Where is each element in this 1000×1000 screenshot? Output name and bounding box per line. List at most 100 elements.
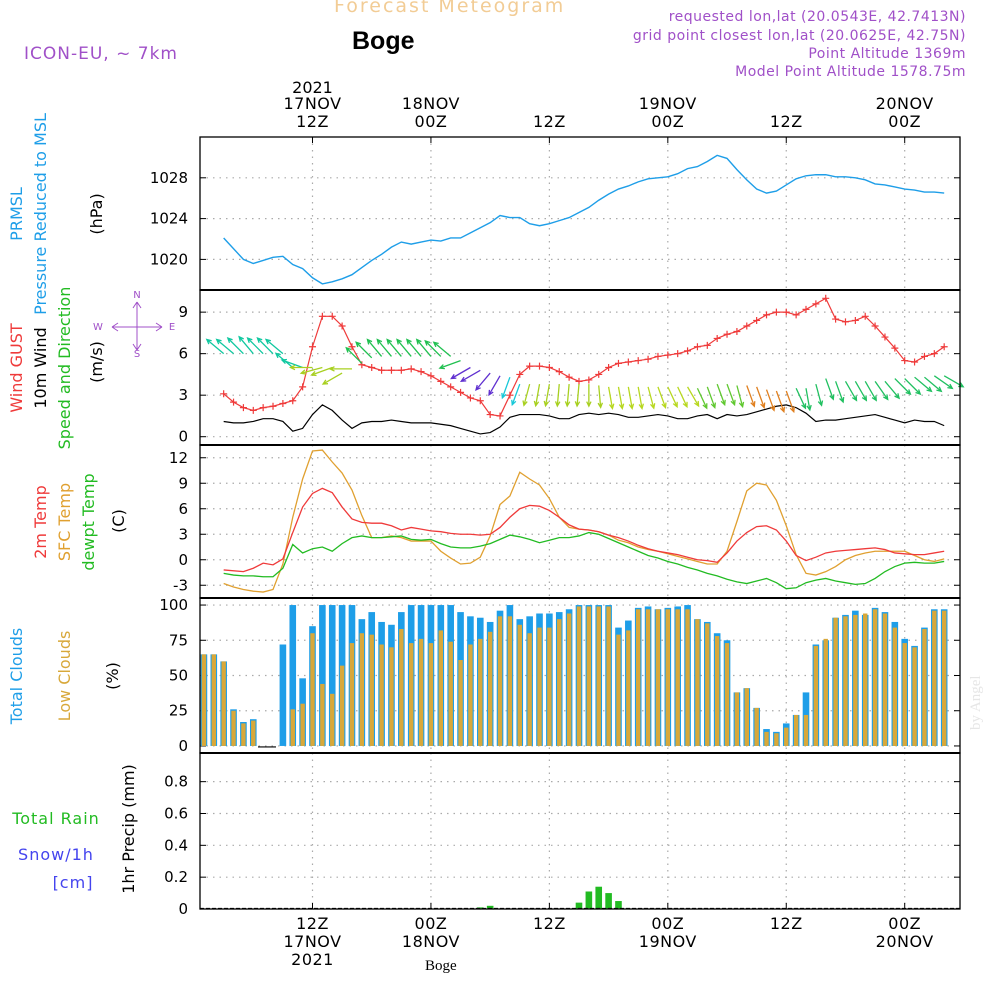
panel-clouds: 0 25 50 75 100 (159, 596, 960, 755)
y-tick-label: 0 (178, 737, 188, 755)
wind-arrow (280, 358, 303, 369)
y-tick-label: 0.4 (164, 836, 188, 854)
wind-arrow (696, 387, 708, 410)
wind-gust-marker (397, 366, 405, 374)
panel-frame (199, 136, 961, 291)
wind-gust-marker (269, 402, 277, 410)
wind-arrow (825, 378, 835, 401)
wind-gust-marker (713, 334, 721, 342)
total-clouds-label: Total Clouds (7, 628, 26, 726)
low-cloud-bar (645, 609, 651, 746)
low-cloud-bar (507, 616, 513, 746)
low-cloud-bar (201, 654, 207, 746)
wind-gust-marker (841, 318, 849, 326)
wind-gust-marker (920, 352, 928, 360)
wind-arrow (914, 376, 933, 393)
wind-gust-line (223, 297, 945, 417)
wind-direction-arrows (205, 335, 965, 414)
wind-gust-marker (674, 350, 682, 358)
wind-gust-marker (614, 359, 622, 367)
y-tick-label: -3 (173, 576, 188, 594)
y-tick-label: 0.8 (164, 773, 188, 791)
wind-arrow (667, 386, 678, 409)
low-cloud-bar (695, 619, 700, 746)
bottom-time-label: 17NOV (283, 932, 341, 951)
wind-arrow (686, 386, 700, 408)
wind-arrow (894, 378, 912, 396)
wind-gust-marker (763, 311, 771, 319)
total-cloud-bar (279, 644, 287, 746)
top-year-label: 2021 (292, 78, 333, 97)
wind-arrow (396, 338, 412, 357)
wind-gust-marker (782, 308, 790, 316)
wind-gust-marker (358, 361, 366, 369)
low-cloud-bar (418, 638, 424, 746)
point-altitude: Point Altitude 1369m (808, 46, 966, 62)
wind-gust-marker (466, 394, 474, 402)
low-cloud-bar (310, 633, 315, 746)
low-cloud-bar (320, 683, 325, 746)
wind-arrow (215, 338, 234, 355)
clouds-unit-label: (%) (103, 662, 122, 690)
wind-arrow (597, 385, 604, 409)
compass-s: S (134, 349, 140, 360)
wind-arrow (459, 369, 481, 383)
wind-gust-series (220, 294, 948, 420)
bottom-time-label: 19NOV (639, 932, 697, 951)
wind-arrow (238, 335, 254, 355)
bottom-time-label: 00Z (415, 914, 448, 933)
wind-arrow (607, 386, 615, 411)
compass-legend: N S W E (93, 290, 175, 360)
low-cloud-bar (379, 644, 384, 746)
low-cloud-bar (596, 606, 601, 746)
low-cloud-bar (714, 636, 720, 746)
low-cloud-bar (290, 709, 295, 746)
wind-gust-marker (733, 328, 741, 336)
wind-gust-marker (378, 366, 386, 374)
wind-gust-marker (279, 399, 287, 407)
bottom-time-label: 18NOV (402, 932, 460, 951)
low-cloud-bar (912, 647, 917, 746)
wind-arrow (256, 337, 274, 355)
low-cloud-bar (517, 624, 522, 746)
top-time-label: 18NOV (402, 94, 460, 113)
wind-gust-marker (328, 312, 336, 320)
top-time-label: 12Z (533, 112, 566, 131)
temp-sfc-line (223, 449, 945, 593)
low-cloud-bar (251, 720, 256, 746)
wind-arrow (264, 338, 284, 355)
bottom-time-label: 12Z (770, 914, 803, 933)
wind-gust-marker (664, 351, 672, 359)
temp-sfc-label: SFC Temp (55, 483, 74, 561)
low-cloud-bar (863, 613, 868, 746)
bottom-time-label: 00Z (888, 914, 921, 933)
wind-arrow (543, 383, 551, 408)
low-cloud-bar (813, 645, 819, 746)
wind-arrow (501, 376, 511, 400)
wind-gust-marker (693, 343, 701, 351)
low-cloud-bar (793, 714, 799, 746)
y-tick-label: 6 (178, 500, 188, 518)
wind-gust-marker (703, 341, 711, 349)
compass-ns-arrow (132, 301, 142, 351)
y-tick-label: 25 (169, 702, 188, 720)
y-tick-label: 3 (178, 386, 188, 404)
wind-arrow (617, 386, 625, 411)
wind-arrow (677, 386, 688, 409)
wind-gust-marker (644, 355, 652, 363)
gridpoint-coords: grid point closest lon,lat (20.0625E, 42… (632, 28, 966, 44)
rain-bar (605, 893, 612, 909)
wind-gust-marker (338, 322, 346, 330)
wind-arrow (815, 383, 824, 407)
low-cloud-bar (537, 627, 542, 746)
low-cloud-bar (468, 644, 473, 746)
wind-arrow (904, 378, 922, 396)
wind-arrow (366, 338, 383, 357)
faint-title: Forecast Meteogram (334, 0, 566, 17)
y-tick-label: 3 (178, 525, 188, 543)
panel-pressure: 1020 1024 1028 (150, 137, 960, 290)
wind-gust-marker (743, 322, 751, 330)
y-tick-label: 0 (178, 551, 188, 569)
wind-arrow (355, 341, 373, 359)
